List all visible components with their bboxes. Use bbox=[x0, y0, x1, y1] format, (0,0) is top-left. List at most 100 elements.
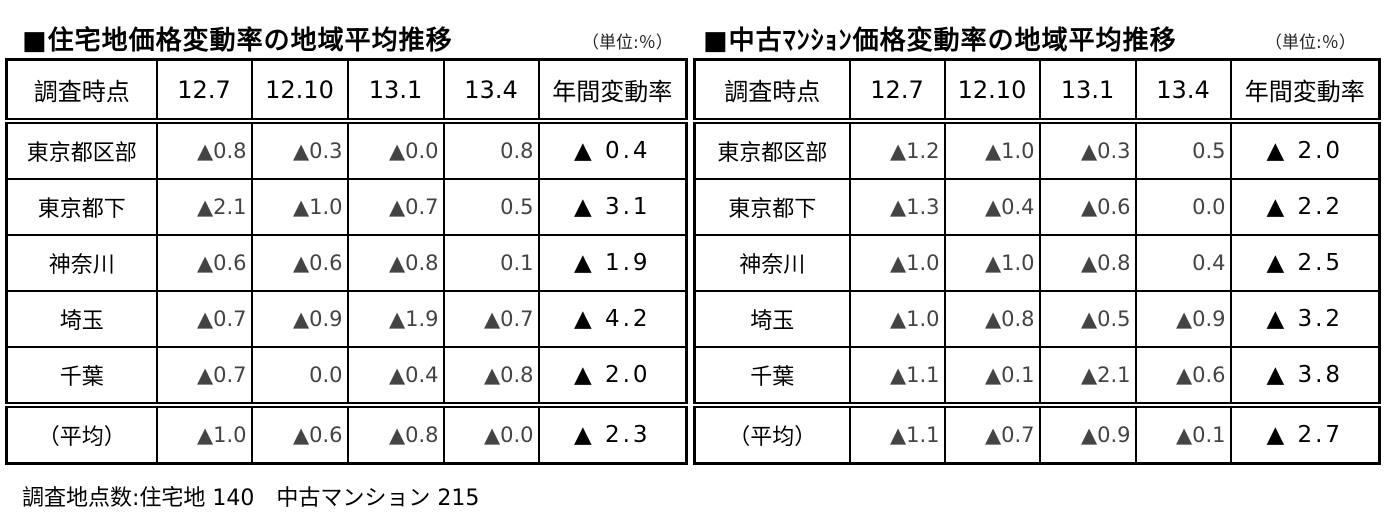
table-row: 東京都区部 ▲0.8 ▲0.3 ▲0.0 0.8 ▲ 0.4 bbox=[5, 120, 688, 180]
column-header: 13.4 bbox=[442, 58, 540, 124]
change-rate-cell: ▲2.1 bbox=[1038, 346, 1137, 406]
change-rate-cell: ▲1.0 bbox=[943, 234, 1041, 292]
change-rate-cell: ▲0.5 bbox=[1038, 290, 1137, 348]
change-rate-cell: ▲2.1 bbox=[155, 178, 253, 236]
change-rate-cell: ▲0.6 bbox=[250, 402, 349, 465]
region-label: 千葉 bbox=[693, 346, 851, 406]
region-label: （平均） bbox=[693, 402, 851, 465]
change-rate-cell: ▲0.8 bbox=[1038, 234, 1137, 292]
table-row: 東京都下 ▲2.1 ▲1.0 ▲0.7 0.5 ▲ 3.1 bbox=[5, 178, 688, 236]
change-rate-cell: ▲0.7 bbox=[155, 290, 253, 348]
region-label: 東京都下 bbox=[5, 178, 158, 236]
column-header: 12.7 bbox=[155, 58, 253, 124]
table-row: 埼玉 ▲1.0 ▲0.8 ▲0.5 ▲0.9 ▲ 3.2 bbox=[693, 290, 1381, 348]
change-rate-cell: ▲0.3 bbox=[1038, 120, 1137, 180]
change-rate-cell: ▲0.4 bbox=[346, 346, 445, 406]
change-rate-cell: ▲0.1 bbox=[943, 346, 1041, 406]
column-header: 13.1 bbox=[1038, 58, 1137, 124]
change-rate-cell: 0.0 bbox=[250, 346, 349, 406]
table-row: 東京都下 ▲1.3 ▲0.4 ▲0.6 0.0 ▲ 2.2 bbox=[693, 178, 1381, 236]
change-rate-cell: ▲0.0 bbox=[346, 120, 445, 180]
column-header: 12.10 bbox=[943, 58, 1041, 124]
annual-change-cell: ▲ 2.5 bbox=[1229, 234, 1381, 292]
change-rate-cell: ▲0.9 bbox=[1134, 290, 1232, 348]
column-header: 年間変動率 bbox=[1229, 58, 1381, 124]
annual-change-cell: ▲ 2.2 bbox=[1229, 178, 1381, 236]
column-header: 13.1 bbox=[346, 58, 445, 124]
change-rate-cell: ▲0.9 bbox=[250, 290, 349, 348]
header-row: 調査時点 12.7 12.10 13.1 13.4 年間変動率 bbox=[5, 58, 688, 124]
region-label: （平均） bbox=[5, 402, 158, 465]
table-row: 東京都区部 ▲1.2 ▲1.0 ▲0.3 0.5 ▲ 2.0 bbox=[693, 120, 1381, 180]
change-rate-cell: 0.8 bbox=[442, 120, 540, 180]
change-rate-cell: ▲0.8 bbox=[346, 402, 445, 465]
average-row: （平均） ▲1.1 ▲0.7 ▲0.9 ▲0.1 ▲ 2.7 bbox=[693, 402, 1381, 465]
column-header: 調査時点 bbox=[5, 58, 158, 124]
column-header: 13.4 bbox=[1134, 58, 1232, 124]
region-label: 埼玉 bbox=[5, 290, 158, 348]
region-label: 神奈川 bbox=[5, 234, 158, 292]
annual-change-cell: ▲ 1.9 bbox=[537, 234, 688, 292]
region-label: 神奈川 bbox=[693, 234, 851, 292]
annual-change-cell: ▲ 4.2 bbox=[537, 290, 688, 348]
region-label: 東京都区部 bbox=[693, 120, 851, 180]
region-label: 東京都下 bbox=[693, 178, 851, 236]
change-rate-cell: ▲0.0 bbox=[442, 402, 540, 465]
change-rate-cell: ▲1.0 bbox=[848, 234, 946, 292]
column-header: 12.7 bbox=[848, 58, 946, 124]
residential-land-table: 調査時点 12.7 12.10 13.1 13.4 年間変動率 東京都区部 ▲0.8 ▲0.3 ▲… bbox=[5, 58, 688, 465]
change-rate-cell: ▲1.3 bbox=[848, 178, 946, 236]
annual-change-cell: ▲ 2.0 bbox=[1229, 120, 1381, 180]
survey-point-count: 調査地点数:住宅地 140 中古マンション 215 bbox=[22, 486, 480, 511]
change-rate-cell: ▲1.9 bbox=[346, 290, 445, 348]
used-condominium-unit-label: （単位:％） bbox=[1265, 33, 1356, 53]
change-rate-cell: 0.5 bbox=[1134, 120, 1232, 180]
region-label: 東京都区部 bbox=[5, 120, 158, 180]
region-label: 千葉 bbox=[5, 346, 158, 406]
used-condominium-table-title: ■中古ﾏﾝｼｮﾝ価格変動率の地域平均推移 bbox=[703, 26, 1177, 56]
table-row: 千葉 ▲0.7 0.0 ▲0.4 ▲0.8 ▲ 2.0 bbox=[5, 346, 688, 406]
change-rate-cell: ▲0.8 bbox=[155, 120, 253, 180]
change-rate-cell: ▲0.7 bbox=[442, 290, 540, 348]
change-rate-cell: ▲0.6 bbox=[155, 234, 253, 292]
annual-change-cell: ▲ 2.0 bbox=[537, 346, 688, 406]
change-rate-cell: ▲1.0 bbox=[250, 178, 349, 236]
change-rate-cell: 0.1 bbox=[442, 234, 540, 292]
change-rate-cell: ▲0.3 bbox=[250, 120, 349, 180]
residential-land-table-title: ■住宅地価格変動率の地域平均推移 bbox=[22, 26, 453, 56]
change-rate-cell: ▲0.8 bbox=[943, 290, 1041, 348]
region-label: 埼玉 bbox=[693, 290, 851, 348]
change-rate-cell: ▲0.7 bbox=[155, 346, 253, 406]
column-header: 12.10 bbox=[250, 58, 349, 124]
column-header: 調査時点 bbox=[693, 58, 851, 124]
annual-change-cell: ▲ 3.2 bbox=[1229, 290, 1381, 348]
change-rate-cell: ▲1.2 bbox=[848, 120, 946, 180]
table-row: 千葉 ▲1.1 ▲0.1 ▲2.1 ▲0.6 ▲ 3.8 bbox=[693, 346, 1381, 406]
annual-change-cell: ▲ 3.8 bbox=[1229, 346, 1381, 406]
change-rate-cell: ▲1.0 bbox=[943, 120, 1041, 180]
change-rate-cell: ▲0.9 bbox=[1038, 402, 1137, 465]
annual-change-cell: ▲ 0.4 bbox=[537, 120, 688, 180]
change-rate-cell: ▲0.4 bbox=[943, 178, 1041, 236]
average-row: （平均） ▲1.0 ▲0.6 ▲0.8 ▲0.0 ▲ 2.3 bbox=[5, 402, 688, 465]
table-row: 埼玉 ▲0.7 ▲0.9 ▲1.9 ▲0.7 ▲ 4.2 bbox=[5, 290, 688, 348]
change-rate-cell: ▲0.7 bbox=[346, 178, 445, 236]
change-rate-cell: ▲0.1 bbox=[1134, 402, 1232, 465]
header-row: 調査時点 12.7 12.10 13.1 13.4 年間変動率 bbox=[693, 58, 1381, 124]
change-rate-cell: ▲1.1 bbox=[848, 402, 946, 465]
used-condominium-table: 調査時点 12.7 12.10 13.1 13.4 年間変動率 東京都区部 ▲1.2 ▲1.0 ▲… bbox=[693, 58, 1381, 465]
change-rate-cell: ▲0.6 bbox=[250, 234, 349, 292]
table-row: 神奈川 ▲1.0 ▲1.0 ▲0.8 0.4 ▲ 2.5 bbox=[693, 234, 1381, 292]
change-rate-cell: ▲0.8 bbox=[442, 346, 540, 406]
residential-land-unit-label: （単位:％） bbox=[582, 33, 673, 53]
change-rate-cell: ▲1.0 bbox=[848, 290, 946, 348]
change-rate-cell: 0.0 bbox=[1134, 178, 1232, 236]
change-rate-cell: ▲0.7 bbox=[943, 402, 1041, 465]
annual-change-cell: ▲ 3.1 bbox=[537, 178, 688, 236]
annual-change-cell: ▲ 2.3 bbox=[537, 402, 688, 465]
change-rate-cell: ▲0.8 bbox=[346, 234, 445, 292]
annual-change-cell: ▲ 2.7 bbox=[1229, 402, 1381, 465]
change-rate-cell: ▲0.6 bbox=[1038, 178, 1137, 236]
change-rate-cell: ▲0.6 bbox=[1134, 346, 1232, 406]
change-rate-cell: ▲1.1 bbox=[848, 346, 946, 406]
